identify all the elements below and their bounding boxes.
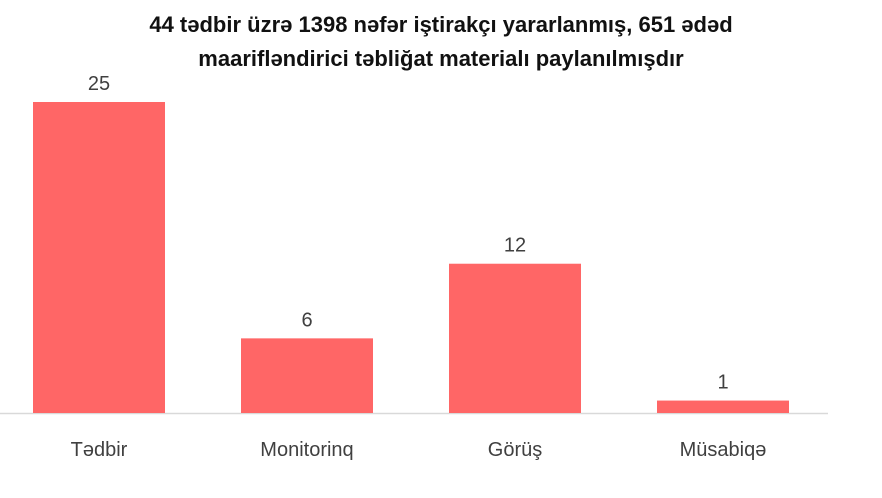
category-label-0: Tədbir xyxy=(71,439,128,461)
category-label-1: Monitorinq xyxy=(260,439,353,461)
data-label-2: 12 xyxy=(504,235,526,257)
chart-title-line-2: maarifləndirici təbliğat materialı payla… xyxy=(198,46,684,71)
category-label-3: Müsabiqə xyxy=(680,439,767,461)
data-label-3: 1 xyxy=(717,372,728,394)
chart-title: 44 tədbir üzrə 1398 nəfər iştirakçı yara… xyxy=(0,8,882,76)
data-label-0: 25 xyxy=(88,73,110,95)
bar-2 xyxy=(449,263,581,413)
category-label-2: Görüş xyxy=(488,439,542,461)
chart-title-line-1: 44 tədbir üzrə 1398 nəfər iştirakçı yara… xyxy=(149,12,733,37)
bar-0 xyxy=(33,102,165,413)
bar-1 xyxy=(241,338,373,413)
data-label-1: 6 xyxy=(301,309,312,331)
bar-3 xyxy=(657,400,789,413)
